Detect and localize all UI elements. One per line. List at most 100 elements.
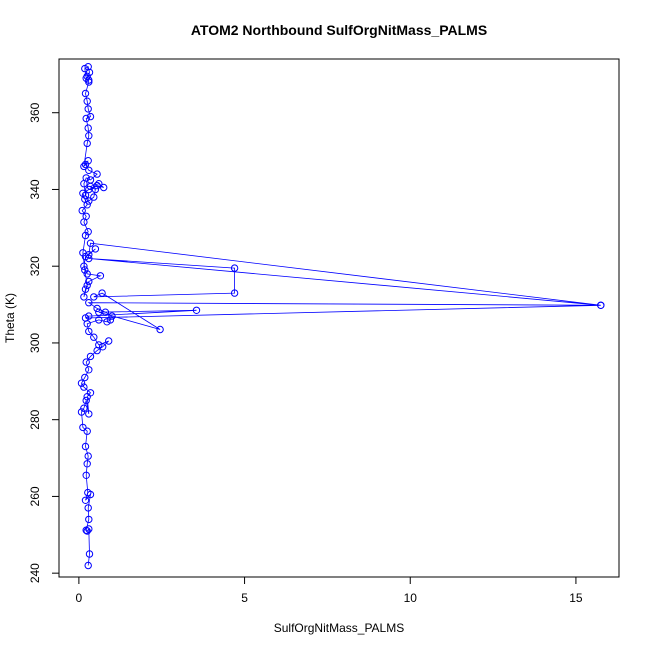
data-point — [85, 515, 93, 524]
data-point — [84, 452, 92, 460]
data-point — [84, 124, 92, 132]
data-point — [83, 460, 91, 468]
data-point — [99, 343, 107, 351]
data-point — [85, 550, 94, 558]
data-point — [83, 270, 91, 278]
data-point — [84, 488, 92, 497]
data-point — [83, 427, 91, 435]
data-point — [90, 293, 98, 301]
y-tick-label: 300 — [28, 333, 42, 353]
data-point — [85, 410, 93, 418]
data-point — [82, 212, 90, 221]
data-point — [106, 316, 115, 324]
data-point — [84, 228, 92, 236]
data-point — [82, 114, 90, 123]
data-point — [85, 76, 93, 84]
data-point — [77, 379, 86, 387]
data-point — [90, 333, 98, 341]
x-tick-label: 5 — [241, 591, 248, 605]
data-point — [81, 373, 89, 382]
data-point — [82, 471, 90, 479]
data-point — [85, 312, 93, 320]
y-tick-label: 320 — [28, 256, 42, 276]
data-point — [86, 239, 95, 247]
x-axis: 0 5 10 15 — [76, 576, 583, 605]
data-point — [85, 299, 93, 307]
y-tick-label: 360 — [28, 102, 42, 122]
data-point — [80, 383, 88, 391]
x-tick-label: 15 — [569, 591, 583, 605]
data-point — [84, 504, 92, 512]
data-point — [597, 301, 605, 309]
data-point — [84, 561, 92, 570]
plot-frame — [58, 58, 620, 578]
x-axis-label: SulfOrgNitMass_PALMS — [274, 621, 404, 635]
data-point — [81, 285, 90, 293]
data-point — [91, 245, 100, 253]
data-point — [156, 325, 164, 334]
data-point — [108, 312, 116, 320]
data-point — [81, 266, 89, 274]
y-tick-label: 340 — [28, 179, 42, 199]
data-point — [100, 183, 108, 192]
data-point — [80, 404, 88, 412]
data-point — [84, 105, 92, 113]
data-point — [86, 112, 95, 121]
data-point — [98, 289, 106, 297]
data-point — [81, 252, 90, 261]
data-point — [82, 358, 90, 366]
data-point — [81, 191, 90, 199]
data-point — [80, 162, 88, 171]
data-point — [86, 352, 95, 361]
y-tick-label: 280 — [28, 409, 42, 429]
data-point — [79, 423, 87, 432]
data-point — [230, 289, 239, 297]
data-point — [192, 306, 201, 314]
data-point — [79, 249, 87, 257]
data-point — [81, 89, 90, 98]
data-point — [96, 272, 105, 280]
data-point — [85, 327, 93, 336]
y-axis: 240 260 280 300 320 340 360 — [28, 102, 60, 583]
data-point — [230, 264, 239, 272]
data-point — [83, 139, 91, 148]
data-point — [83, 97, 91, 105]
data-point — [95, 341, 103, 349]
y-tick-label: 260 — [28, 486, 42, 506]
data-point — [81, 496, 90, 504]
data-point — [77, 408, 86, 416]
data-point — [85, 68, 94, 77]
data-point — [85, 366, 93, 374]
data-point — [85, 277, 93, 286]
data-point — [85, 132, 93, 140]
data-point — [82, 174, 90, 182]
x-tick-label: 10 — [404, 591, 418, 605]
data-point — [82, 526, 90, 534]
data-point — [93, 170, 101, 178]
data-point — [81, 442, 90, 451]
data-point — [84, 157, 92, 165]
data-point — [91, 185, 100, 194]
data-point — [105, 337, 113, 345]
data-point — [95, 308, 103, 316]
data-point — [85, 166, 93, 175]
x-tick-label: 0 — [76, 591, 83, 605]
data-point — [83, 72, 91, 81]
chart-title: ATOM2 Northbound SulfOrgNitMass_PALMS — [191, 22, 487, 38]
y-axis-label: Theta (K) — [3, 293, 17, 343]
data-point — [86, 389, 95, 397]
data-point — [82, 396, 90, 405]
data-point — [95, 316, 103, 324]
data-point — [90, 193, 98, 201]
data-point — [80, 262, 88, 270]
data-point — [85, 197, 93, 205]
series-line — [81, 66, 601, 566]
data-point — [78, 206, 86, 215]
data-point — [95, 180, 103, 188]
data-point — [83, 281, 91, 290]
y-tick-label: 240 — [28, 563, 42, 583]
series-layer — [77, 62, 605, 570]
data-point — [80, 293, 88, 301]
data-point — [83, 527, 91, 535]
